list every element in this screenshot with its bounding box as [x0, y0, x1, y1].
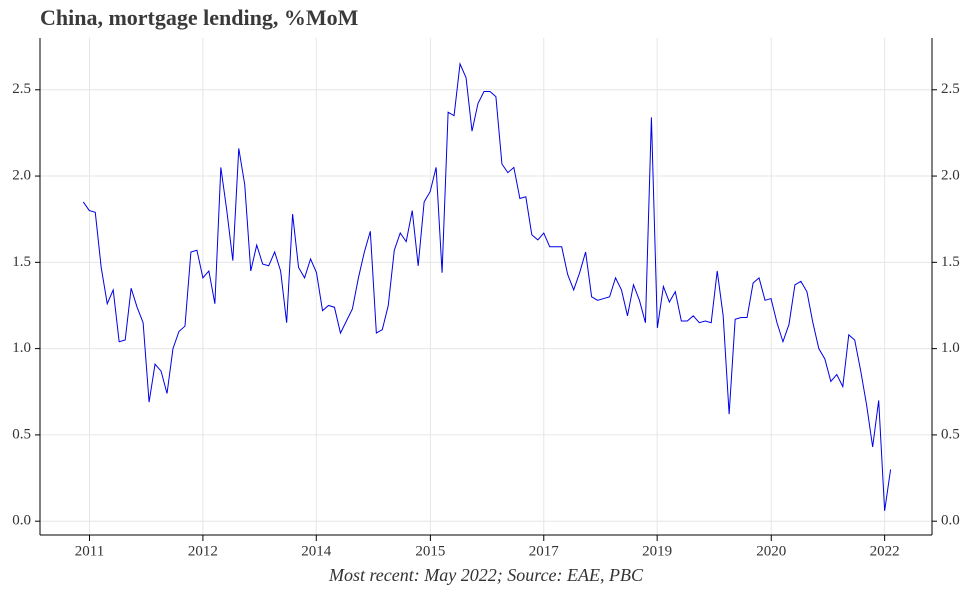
- y-tick-label: 1.0: [12, 340, 31, 356]
- y2-tick-label: 0.5: [941, 426, 960, 442]
- y-tick-label: 0.5: [12, 426, 31, 442]
- x-tick-label: 2014: [301, 543, 332, 559]
- x-tick-label: 2012: [188, 543, 218, 559]
- x-tick-label: 2020: [756, 543, 786, 559]
- x-tick-label: 2011: [75, 543, 104, 559]
- y-tick-label: 2.5: [12, 81, 31, 97]
- y-tick-label: 0.0: [12, 513, 31, 529]
- x-tick-label: 2015: [415, 543, 445, 559]
- x-tick-label: 2019: [642, 543, 672, 559]
- x-tick-label: 2017: [529, 543, 560, 559]
- caption: Most recent: May 2022; Source: EAE, PBC: [328, 565, 644, 585]
- y2-tick-label: 1.5: [941, 254, 960, 270]
- line-series: [82, 61, 892, 511]
- y-tick-label: 2.0: [12, 167, 31, 183]
- y2-tick-label: 1.0: [941, 340, 960, 356]
- chart-title: China, mortgage lending, %MoM: [40, 5, 359, 30]
- y-tick-label: 1.5: [12, 254, 31, 270]
- y2-tick-label: 2.5: [941, 81, 960, 97]
- y2-tick-label: 2.0: [941, 167, 960, 183]
- x-tick-label: 2022: [870, 543, 900, 559]
- y2-tick-label: 0.0: [941, 513, 960, 529]
